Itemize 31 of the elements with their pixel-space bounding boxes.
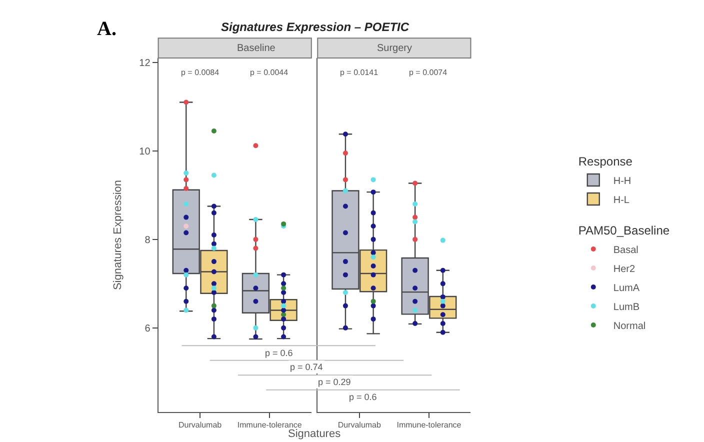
y-tick-label: 8 bbox=[144, 234, 151, 246]
legend-label: Her2 bbox=[613, 264, 636, 275]
annotation: p = 0.6 bbox=[349, 392, 377, 402]
y-axis-title: Signatures Expression bbox=[112, 180, 124, 290]
text: PAM50_Baseline bbox=[578, 224, 670, 238]
x-tick-label: Durvalumab bbox=[178, 420, 222, 430]
text: A. bbox=[97, 18, 116, 40]
annotation: p = 0.0141 bbox=[340, 68, 379, 77]
legend-label: LumB bbox=[613, 302, 640, 313]
annotation: p = 0.6 bbox=[265, 348, 293, 358]
annotation: p = 0.29 bbox=[318, 377, 351, 387]
chart-title: Signatures Expression – POETIC bbox=[221, 20, 410, 34]
annotation: p = 0.74 bbox=[290, 362, 323, 372]
annotation: p = 0.0084 bbox=[181, 68, 220, 77]
y-tick-label: 6 bbox=[144, 323, 151, 334]
legend-label: Basal bbox=[613, 244, 638, 256]
text: Response bbox=[578, 154, 632, 169]
legend-label: Normal bbox=[613, 320, 646, 332]
legend-label: H-H bbox=[613, 176, 632, 187]
y-tick-label: 10 bbox=[139, 146, 151, 158]
y-tick-label: 12 bbox=[139, 58, 151, 69]
x-axis-title: Signatures bbox=[288, 428, 342, 440]
x-tick-label: Immune-tolerance bbox=[237, 420, 302, 430]
x-tick-label: Durvalumab bbox=[338, 420, 382, 430]
chart-subtitle: Baseline bbox=[237, 43, 276, 54]
x-tick-label: Immune-tolerance bbox=[396, 420, 462, 430]
annotation: p = 0.0044 bbox=[250, 68, 289, 77]
legend-label: LumA bbox=[613, 282, 640, 294]
annotation: p = 0.0074 bbox=[409, 68, 448, 77]
legend-label: H-L bbox=[613, 194, 630, 206]
chart-subtitle: Surgery bbox=[377, 43, 412, 54]
